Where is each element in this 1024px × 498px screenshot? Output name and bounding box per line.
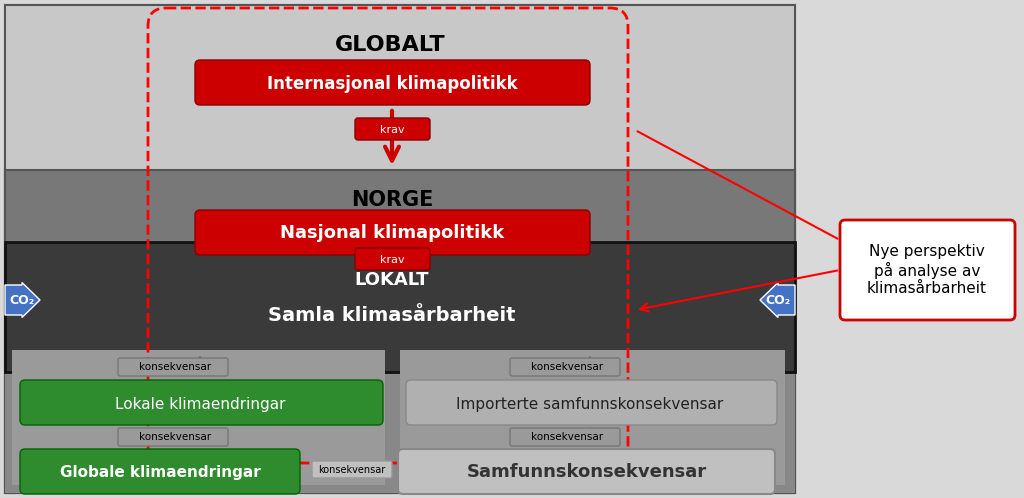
Text: Nasjonal klimapolitikk: Nasjonal klimapolitikk bbox=[280, 224, 504, 242]
FancyBboxPatch shape bbox=[195, 210, 590, 255]
Text: krav: krav bbox=[380, 125, 404, 135]
FancyBboxPatch shape bbox=[12, 350, 385, 485]
FancyBboxPatch shape bbox=[355, 248, 430, 270]
FancyBboxPatch shape bbox=[118, 358, 228, 376]
FancyBboxPatch shape bbox=[355, 118, 430, 140]
FancyBboxPatch shape bbox=[118, 428, 228, 446]
Text: Importerte samfunnskonsekvensar: Importerte samfunnskonsekvensar bbox=[457, 396, 724, 411]
FancyBboxPatch shape bbox=[840, 220, 1015, 320]
FancyArrow shape bbox=[5, 282, 40, 318]
Text: Lokale klimaendringar: Lokale klimaendringar bbox=[115, 396, 286, 411]
FancyBboxPatch shape bbox=[406, 380, 777, 425]
FancyBboxPatch shape bbox=[5, 5, 795, 493]
FancyBboxPatch shape bbox=[510, 428, 620, 446]
FancyBboxPatch shape bbox=[312, 461, 392, 478]
Text: konsekvensar: konsekvensar bbox=[139, 362, 211, 372]
Text: konsekvensar: konsekvensar bbox=[530, 432, 603, 442]
Text: Nye perspektiv
på analyse av
klimasårbarheit: Nye perspektiv på analyse av klimasårbar… bbox=[867, 244, 987, 296]
Text: CO₂: CO₂ bbox=[9, 293, 35, 306]
Text: CO₂: CO₂ bbox=[765, 293, 791, 306]
Text: krav: krav bbox=[380, 255, 404, 265]
Text: konsekvensar: konsekvensar bbox=[139, 432, 211, 442]
Text: GLOBALT: GLOBALT bbox=[335, 35, 445, 55]
FancyBboxPatch shape bbox=[5, 340, 795, 493]
FancyBboxPatch shape bbox=[20, 449, 300, 494]
Text: NORGE: NORGE bbox=[351, 190, 433, 210]
FancyBboxPatch shape bbox=[510, 358, 620, 376]
FancyBboxPatch shape bbox=[5, 242, 795, 372]
FancyBboxPatch shape bbox=[400, 350, 785, 485]
FancyBboxPatch shape bbox=[195, 60, 590, 105]
Text: Internasjonal klimapolitikk: Internasjonal klimapolitikk bbox=[266, 75, 517, 93]
Text: Samla klimasårbarheit: Samla klimasårbarheit bbox=[268, 305, 516, 325]
Text: konsekvensar: konsekvensar bbox=[530, 362, 603, 372]
FancyBboxPatch shape bbox=[5, 170, 795, 493]
Text: konsekvensar: konsekvensar bbox=[318, 465, 386, 475]
FancyBboxPatch shape bbox=[20, 380, 383, 425]
FancyBboxPatch shape bbox=[5, 5, 795, 493]
Text: Globale klimaendringar: Globale klimaendringar bbox=[59, 465, 260, 480]
Text: LOKALT: LOKALT bbox=[354, 271, 429, 289]
FancyArrow shape bbox=[760, 282, 795, 318]
Text: Samfunnskonsekvensar: Samfunnskonsekvensar bbox=[467, 463, 707, 481]
FancyBboxPatch shape bbox=[398, 449, 775, 494]
